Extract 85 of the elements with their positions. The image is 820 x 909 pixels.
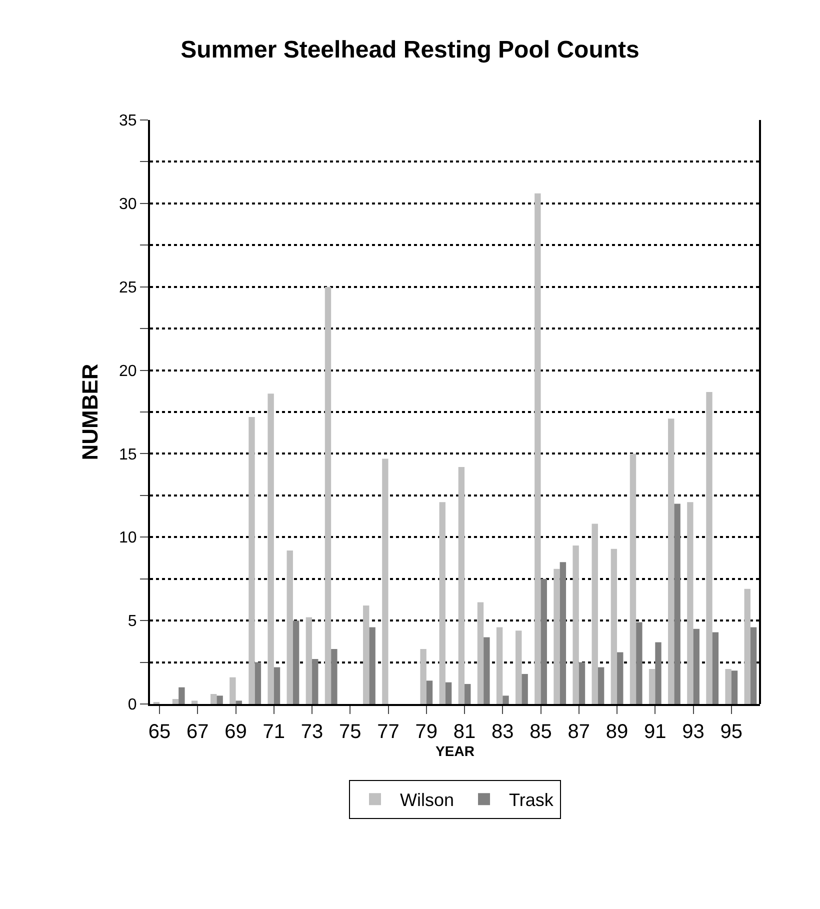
x-tick-label: 69 [224,721,247,743]
x-axis-title: YEAR [436,743,474,759]
x-tick-label: 83 [492,721,514,743]
bar [554,568,560,704]
bar [369,627,376,704]
bar [312,658,318,704]
bar [426,680,433,704]
legend-label: Wilson [400,790,454,810]
bar [191,700,198,704]
bar [522,674,528,704]
bar [731,670,738,704]
y-tick-label: 30 [119,196,137,214]
bar [534,193,541,704]
bar [598,667,604,704]
bar [445,682,452,704]
bar [363,606,370,704]
bar [254,662,262,704]
bar [210,694,217,704]
bar [636,622,642,704]
bar [516,630,522,704]
x-tick-label: 77 [377,721,400,743]
bar [484,637,490,704]
bar [648,668,656,704]
x-tick-label: 89 [606,721,628,743]
y-tick-label: 25 [119,279,137,296]
bar [477,602,484,704]
x-tick-label: 67 [186,721,209,743]
bar [274,667,280,704]
bar [420,648,426,704]
bar [725,668,732,704]
x-tick-label: 91 [644,721,666,743]
bar [572,545,579,704]
chart-title: Summer Steelhead Resting Pool Counts [180,36,640,64]
bar [674,504,680,704]
x-tick-label: 65 [148,721,171,743]
y-axis-title: NUMBER [77,364,102,460]
bar [324,286,332,704]
bar [172,698,179,704]
bar [750,627,757,704]
bar [630,454,636,704]
x-tick-label: 79 [415,721,438,743]
bar [382,458,388,704]
bar [502,696,509,704]
bar [230,677,236,704]
bar [216,696,223,704]
bar [592,524,598,704]
x-tick-label: 71 [262,721,286,743]
bar [610,548,618,704]
x-tick-label: 95 [720,721,743,743]
y-tick-label: 20 [119,362,137,380]
x-tick-label: 87 [568,721,590,743]
y-tick-label: 15 [119,446,137,464]
legend-label: Trask [509,790,554,810]
bar [712,632,719,704]
bar [496,627,503,704]
bar [306,617,312,704]
bar [464,684,471,704]
x-tick-label: 93 [682,721,704,743]
bar [655,642,662,704]
bar [617,652,624,704]
bar [178,687,185,704]
bar [268,394,274,704]
bar [693,628,700,704]
y-tick-label: 35 [119,112,137,130]
bar [331,648,338,704]
bar [744,588,750,704]
x-tick-label: 75 [339,721,362,743]
bar [458,467,465,704]
x-tick-label: 85 [530,721,552,743]
bar [687,502,694,704]
bar [439,502,446,704]
y-tick-label: 5 [128,613,137,630]
bar [248,417,255,704]
x-tick-label: 73 [300,721,324,743]
y-tick-label: 0 [128,696,137,714]
bar [560,562,566,704]
bar [236,700,242,704]
bar [578,662,586,704]
x-tick-label: 81 [453,721,476,743]
bar [286,550,293,704]
bar [706,392,712,704]
bar [668,418,674,704]
y-tick-label: 10 [119,530,137,547]
bar [540,578,547,704]
bar [292,620,300,704]
